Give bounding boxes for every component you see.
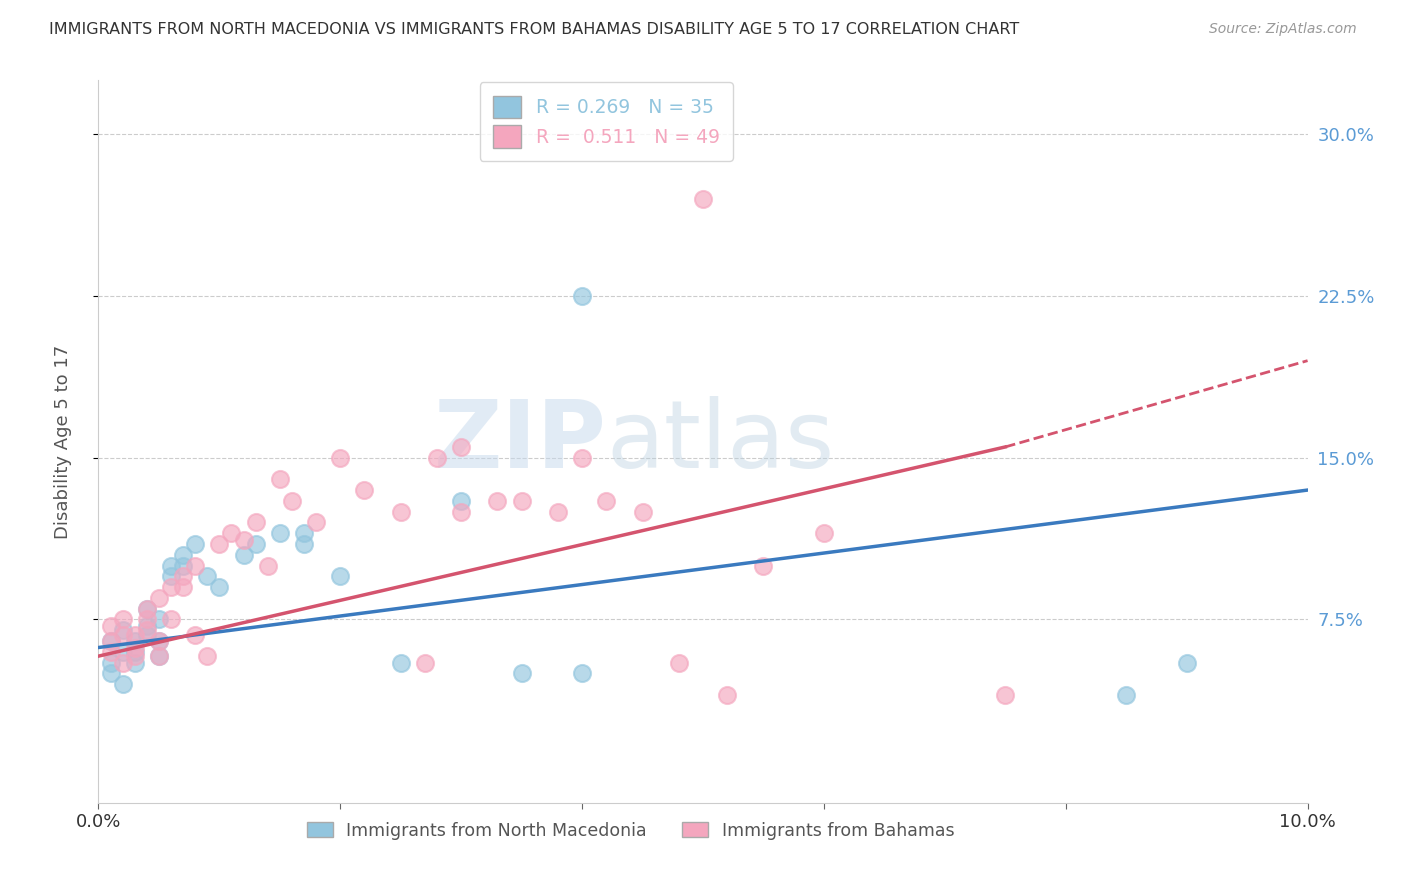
Point bbox=[752, 558, 775, 573]
Point bbox=[716, 688, 738, 702]
Point bbox=[148, 649, 170, 664]
Point bbox=[305, 516, 328, 530]
Point bbox=[571, 666, 593, 681]
Point bbox=[292, 526, 315, 541]
Y-axis label: Disability Age 5 to 17: Disability Age 5 to 17 bbox=[53, 344, 72, 539]
Point bbox=[208, 580, 231, 594]
Point bbox=[135, 612, 157, 626]
Point bbox=[486, 493, 509, 508]
Point bbox=[135, 601, 157, 615]
Point bbox=[100, 656, 122, 670]
Point bbox=[148, 591, 170, 605]
Point bbox=[221, 526, 243, 541]
Point bbox=[1115, 688, 1137, 702]
Point bbox=[100, 619, 122, 633]
Point bbox=[135, 619, 157, 633]
Point bbox=[184, 537, 207, 551]
Point bbox=[232, 548, 254, 562]
Point bbox=[124, 656, 146, 670]
Point bbox=[245, 537, 267, 551]
Point bbox=[148, 634, 170, 648]
Point bbox=[148, 634, 170, 648]
Point bbox=[195, 649, 218, 664]
Point bbox=[208, 537, 231, 551]
Point bbox=[510, 666, 533, 681]
Point bbox=[100, 634, 122, 648]
Point bbox=[232, 533, 254, 547]
Point bbox=[100, 645, 122, 659]
Point bbox=[184, 558, 207, 573]
Point bbox=[111, 627, 134, 641]
Point bbox=[571, 289, 593, 303]
Point bbox=[124, 640, 146, 655]
Point bbox=[329, 569, 352, 583]
Point bbox=[124, 627, 146, 641]
Point bbox=[148, 612, 170, 626]
Point bbox=[353, 483, 375, 497]
Point bbox=[111, 612, 134, 626]
Point bbox=[413, 656, 436, 670]
Point bbox=[160, 612, 183, 626]
Point bbox=[111, 645, 134, 659]
Point bbox=[172, 548, 194, 562]
Point bbox=[281, 493, 304, 508]
Point bbox=[595, 493, 617, 508]
Point bbox=[1175, 656, 1198, 670]
Point bbox=[269, 472, 291, 486]
Point bbox=[426, 450, 449, 465]
Point bbox=[124, 649, 146, 664]
Text: ZIP: ZIP bbox=[433, 395, 606, 488]
Text: atlas: atlas bbox=[606, 395, 835, 488]
Point bbox=[100, 666, 122, 681]
Point bbox=[148, 649, 170, 664]
Point bbox=[111, 656, 134, 670]
Legend: Immigrants from North Macedonia, Immigrants from Bahamas: Immigrants from North Macedonia, Immigra… bbox=[298, 813, 963, 848]
Point bbox=[571, 450, 593, 465]
Point bbox=[450, 493, 472, 508]
Point bbox=[135, 601, 157, 615]
Point bbox=[631, 505, 654, 519]
Point bbox=[813, 526, 835, 541]
Text: IMMIGRANTS FROM NORTH MACEDONIA VS IMMIGRANTS FROM BAHAMAS DISABILITY AGE 5 TO 1: IMMIGRANTS FROM NORTH MACEDONIA VS IMMIG… bbox=[49, 22, 1019, 37]
Point bbox=[135, 624, 157, 638]
Point bbox=[510, 493, 533, 508]
Point bbox=[100, 634, 122, 648]
Point bbox=[389, 505, 412, 519]
Point bbox=[160, 558, 183, 573]
Text: Source: ZipAtlas.com: Source: ZipAtlas.com bbox=[1209, 22, 1357, 37]
Point bbox=[111, 624, 134, 638]
Point bbox=[160, 580, 183, 594]
Point bbox=[329, 450, 352, 465]
Point bbox=[135, 627, 157, 641]
Point bbox=[450, 505, 472, 519]
Point bbox=[172, 580, 194, 594]
Point bbox=[668, 656, 690, 670]
Point bbox=[184, 627, 207, 641]
Point bbox=[111, 677, 134, 691]
Point bbox=[269, 526, 291, 541]
Point bbox=[450, 440, 472, 454]
Point bbox=[292, 537, 315, 551]
Point bbox=[994, 688, 1017, 702]
Point bbox=[195, 569, 218, 583]
Point bbox=[692, 192, 714, 206]
Point bbox=[245, 516, 267, 530]
Point bbox=[547, 505, 569, 519]
Point bbox=[124, 634, 146, 648]
Point bbox=[172, 558, 194, 573]
Point bbox=[160, 569, 183, 583]
Point bbox=[256, 558, 278, 573]
Point bbox=[172, 569, 194, 583]
Point bbox=[389, 656, 412, 670]
Point bbox=[124, 645, 146, 659]
